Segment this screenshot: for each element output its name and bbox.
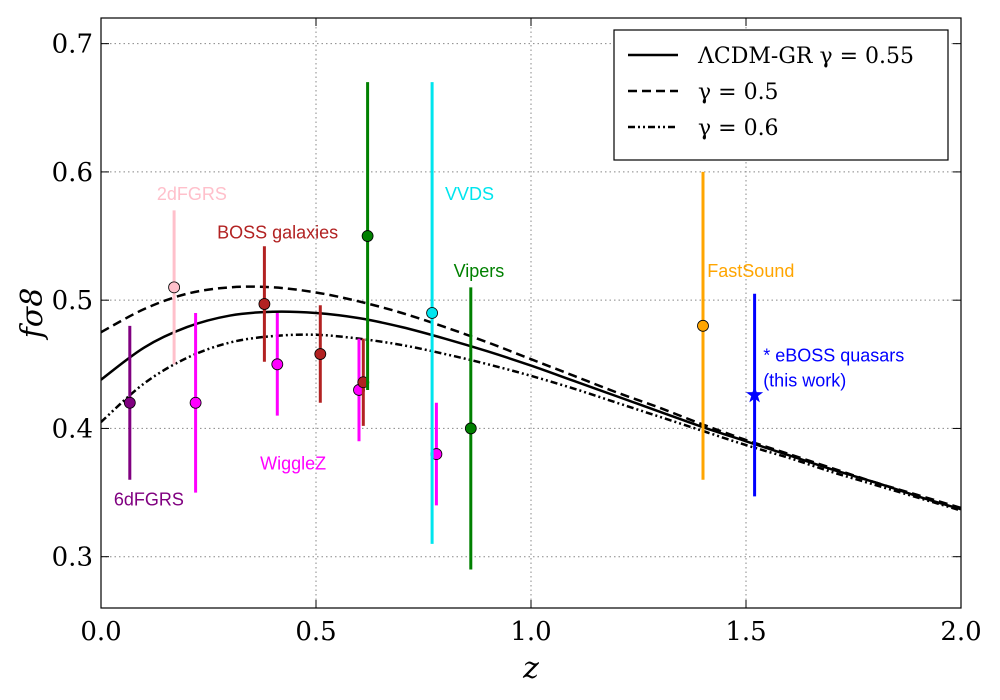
6dfgrs-label: 6dFGRS — [114, 489, 184, 509]
wigglez-point — [271, 358, 284, 371]
x-tick-label: 1.0 — [510, 617, 551, 647]
fastsound-label: FastSound — [707, 261, 794, 281]
boss-galaxies-point — [314, 348, 327, 360]
x-tick-label: 0.0 — [80, 617, 121, 647]
vipers-label: Vipers — [454, 261, 505, 281]
x-tick-label: 2.0 — [940, 617, 981, 647]
wigglez-point — [189, 396, 202, 409]
legend-label-solid: ΛCDM-GR γ = 0.55 — [697, 44, 914, 69]
vipers-point — [464, 422, 477, 435]
vipers-point — [361, 230, 374, 242]
6dfgrs-point — [123, 396, 136, 409]
curve-solid — [101, 310, 961, 511]
legend-label-dashdot: γ = 0.6 — [698, 116, 779, 141]
wigglez-label: WiggleZ — [260, 453, 326, 473]
data-points — [123, 82, 764, 570]
y-tick-label: 0.3 — [52, 543, 93, 573]
y-tick-label: 0.4 — [52, 414, 93, 444]
eboss-quasars-label-sub: (this work) — [763, 371, 846, 391]
x-axis-label: z — [522, 651, 539, 686]
2dfgrs-label: 2dFGRS — [157, 184, 227, 204]
axis-ticks: 0.0 0.5 1.0 1.5 2.0 0.3 0.4 0.5 0.6 0.7 — [52, 18, 982, 647]
fastsound-point — [697, 319, 709, 332]
2dfgrs-point — [168, 281, 181, 294]
model-curves — [101, 285, 961, 512]
y-tick-label: 0.6 — [52, 158, 93, 188]
legend-box — [613, 29, 949, 161]
vvds-point — [426, 307, 439, 319]
boss-galaxies-point — [258, 298, 271, 310]
x-tick-label: 1.5 — [725, 617, 766, 647]
curve-dashed — [101, 285, 961, 510]
legend: ΛCDM-GR γ = 0.55 γ = 0.5 γ = 0.6 — [613, 29, 949, 161]
vvds-label: VVDS — [445, 184, 494, 204]
y-tick-label: 0.5 — [52, 286, 93, 316]
legend-label-dashed: γ = 0.5 — [698, 80, 779, 105]
y-axis-label: fσ8 — [15, 288, 50, 341]
eboss-quasars-label: * eBOSS quasars — [763, 346, 904, 366]
boss-galaxies-label: BOSS galaxies — [217, 223, 338, 243]
x-tick-label: 0.5 — [295, 617, 336, 647]
y-tick-label: 0.7 — [52, 30, 93, 60]
dataset-labels: 6dFGRS 2dFGRS WiggleZ BOSS galaxies VVDS Vipe… — [114, 184, 904, 509]
curve-dashdot — [101, 333, 961, 512]
